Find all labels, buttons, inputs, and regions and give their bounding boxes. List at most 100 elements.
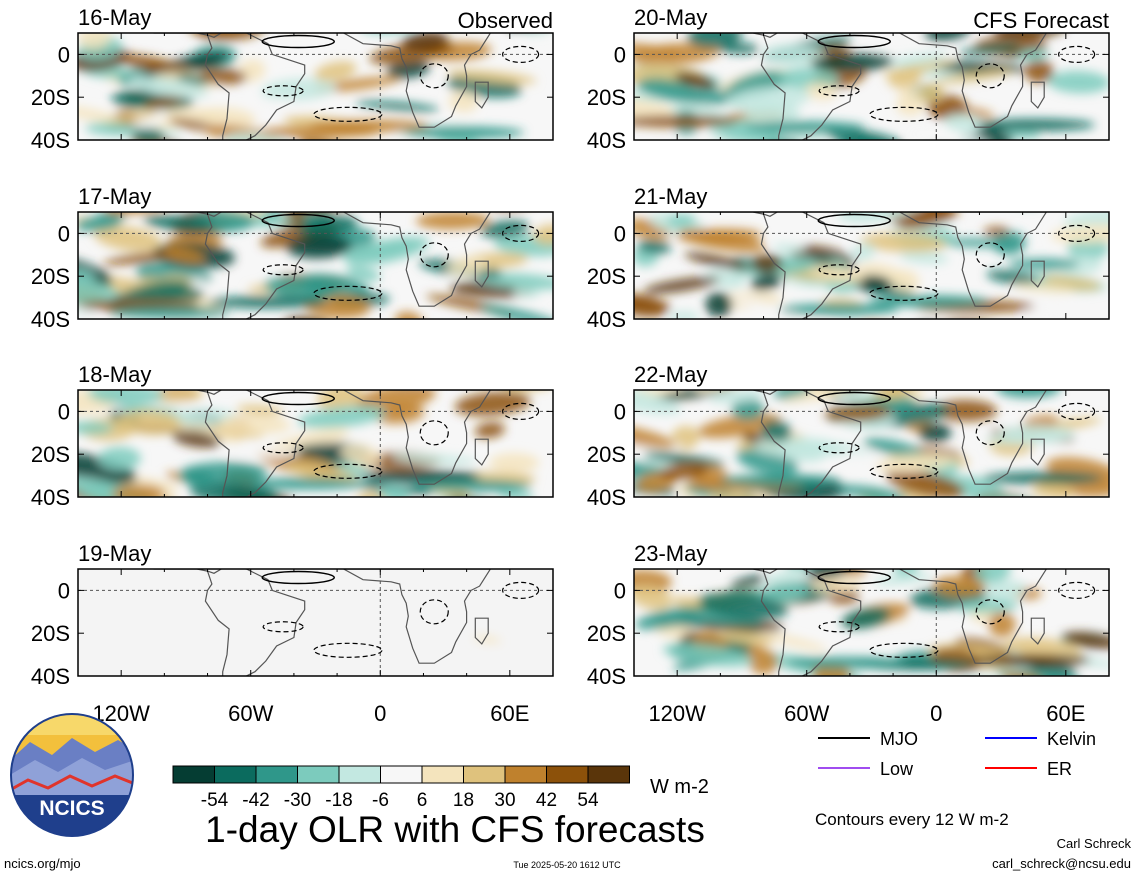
lat-tick-label: 40S (31, 307, 70, 332)
olr-anomaly-blob (944, 178, 984, 201)
olr-anomaly-blob (153, 496, 179, 511)
olr-anomaly-blob (157, 320, 246, 354)
author-email: carl_schreck@ncsu.edu (992, 856, 1131, 871)
colorbar-tick-label: -54 (201, 790, 229, 811)
lat-tick-label: 40S (31, 128, 70, 153)
olr-anomaly-blob (918, 423, 952, 442)
colorbar-unit: W m-2 (650, 776, 709, 798)
lat-tick-label: 20S (31, 442, 70, 467)
olr-anomaly-field (78, 376, 571, 521)
olr-anomaly-blob (109, 306, 230, 319)
olr-anomaly-blob (415, 212, 490, 230)
lon-tick-label: 60E (1046, 701, 1085, 726)
legend-item-kelvin: Kelvin (985, 729, 1096, 749)
olr-anomaly-blob (236, 404, 284, 416)
mjo-contours (261, 391, 540, 479)
legend-label: ER (1047, 759, 1072, 779)
olr-anomaly-field (473, 636, 502, 644)
olr-anomaly-blob (85, 122, 138, 136)
olr-anomaly-blob (912, 446, 962, 458)
colorbar-tick-label: 18 (453, 790, 474, 811)
lat-tick-label: 20S (31, 264, 70, 289)
panel-date-title: 16-May (78, 5, 151, 30)
olr-anomaly-blob (314, 61, 357, 82)
colorbar-tick-label: -42 (242, 790, 269, 811)
olr-anomaly-blob (411, 479, 532, 492)
madagascar-outline (474, 260, 489, 288)
olr-anomaly-field (78, 33, 553, 215)
lat-tick-label: 20S (31, 85, 70, 110)
colorbar-tick-label: 30 (494, 790, 515, 811)
olr-anomaly-blob (643, 276, 720, 294)
olr-anomaly-blob (509, 505, 571, 521)
colorbar-tick-label: 42 (536, 790, 557, 811)
legend-item-mjo: MJO (818, 729, 918, 749)
olr-anomaly-blob (309, 328, 386, 364)
olr-anomaly-blob (896, 212, 959, 230)
olr-anomaly-blob (403, 498, 445, 517)
olr-anomaly-blob (298, 215, 358, 236)
olr-anomaly-blob (263, 277, 340, 299)
olr-anomaly-blob (345, 236, 430, 266)
olr-anomaly-blob (886, 469, 965, 497)
olr-anomaly-blob (320, 151, 376, 178)
olr-anomaly-blob (222, 132, 301, 140)
olr-anomaly-blob (1024, 305, 1086, 319)
olr-anomaly-blob (709, 390, 766, 404)
olr-anomaly-blob (761, 44, 827, 67)
legend-item-er: ER (985, 759, 1072, 779)
lat-tick-label: 20S (587, 621, 626, 646)
olr-anomaly-field (634, 533, 1109, 676)
olr-anomaly-blob (143, 214, 213, 232)
olr-anomaly-blob (78, 452, 137, 485)
panel-date-title: 17-May (78, 184, 151, 209)
olr-anomaly-blob (939, 319, 1004, 345)
olr-anomaly-blob (302, 184, 388, 215)
olr-anomaly-blob (401, 33, 449, 51)
olr-anomaly-blob (340, 443, 381, 466)
olr-anomaly-blob (825, 533, 912, 558)
madagascar-outline (474, 617, 489, 645)
lat-tick-label: 40S (587, 485, 626, 510)
olr-anomaly-blob (94, 225, 162, 252)
olr-anomaly-blob (956, 599, 1019, 613)
author: Carl Schreck (1057, 836, 1132, 851)
panel-corner-label: CFS Forecast (973, 8, 1109, 33)
colorbar-tick-label: -6 (372, 790, 389, 811)
olr-anomaly-blob (653, 390, 736, 402)
olr-anomaly-blob (861, 319, 932, 349)
lat-tick-label: 40S (31, 664, 70, 689)
olr-anomaly-blob (992, 231, 1027, 255)
olr-anomaly-blob (962, 182, 1013, 202)
legend-item-low: Low (818, 759, 914, 779)
olr-anomaly-blob (394, 376, 432, 391)
panel-ticks (77, 569, 554, 677)
south-america-outline (760, 569, 862, 676)
panel-ticks (633, 569, 1110, 677)
olr-anomaly-blob (956, 324, 997, 353)
panel-date-title: 18-May (78, 362, 151, 387)
ncics-logo: NCICS (10, 713, 134, 837)
panel-date-title: 23-May (634, 541, 707, 566)
lat-tick-label: 20S (587, 264, 626, 289)
olr-anomaly-blob (394, 311, 424, 319)
timestamp: Tue 2025-05-20 1612 UTC (513, 860, 621, 870)
olr-anomaly-blob (808, 390, 852, 398)
olr-anomaly-blob (634, 390, 681, 415)
panel-frame (633, 389, 1110, 498)
olr-anomaly-blob (390, 168, 419, 193)
olr-anomaly-blob (850, 243, 876, 261)
legend-label: MJO (880, 729, 918, 749)
olr-anomaly-blob (697, 413, 781, 439)
olr-anomaly-blob (908, 129, 991, 140)
olr-anomaly-blob (909, 172, 948, 194)
olr-anomaly-blob (163, 246, 205, 264)
logo-text: NCICS (39, 797, 104, 820)
olr-anomaly-blob (219, 151, 277, 179)
olr-anomaly-blob (1019, 174, 1064, 200)
olr-anomaly-blob (855, 275, 892, 292)
olr-anomaly-blob (391, 453, 477, 465)
olr-anomaly-blob (917, 83, 945, 103)
map-panel-18-May: 18-May (77, 362, 571, 521)
olr-anomaly-blob (705, 292, 733, 318)
